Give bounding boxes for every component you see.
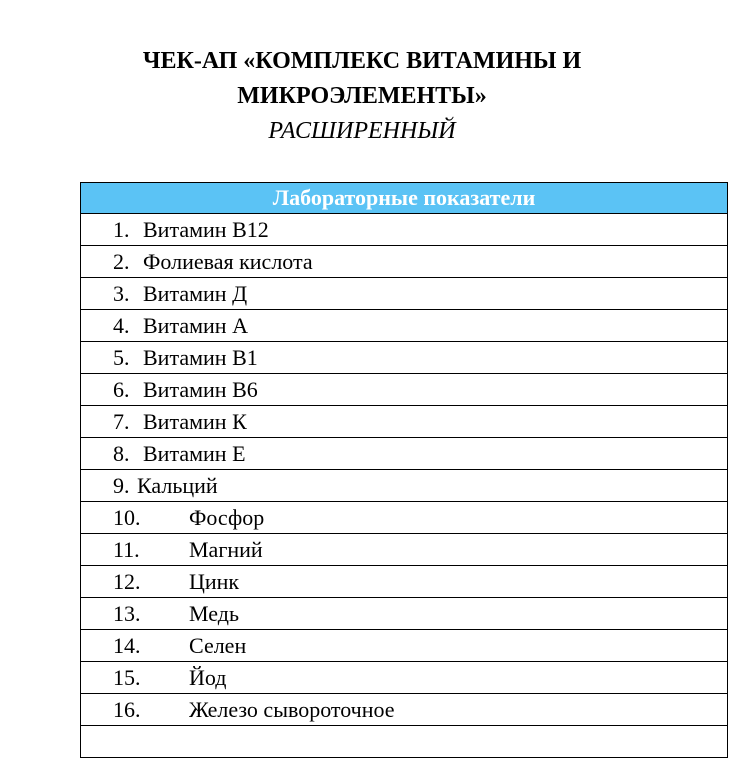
table-row: 5. Витамин В1 (80, 341, 728, 374)
row-label: Витамин Е (143, 441, 246, 466)
table-cell: 9. Кальций (80, 469, 728, 502)
lab-indicators-table: Лабораторные показатели 1. Витамин В12 2. Ф… (80, 182, 728, 758)
row-number: 4. (113, 313, 130, 338)
document-title-line1: ЧЕК-АП «КОМПЛЕКС ВИТАМИНЫ И (142, 48, 582, 74)
table-cell: 8. Витамин Е (80, 437, 728, 470)
table-cell: 1. Витамин В12 (80, 213, 728, 246)
table-cell: 10. Фосфор (80, 501, 728, 534)
table-cell: 16. Железо сывороточное (80, 693, 728, 726)
table-row: 7. Витамин К (80, 405, 728, 438)
row-label: Йод (189, 665, 227, 690)
row-number: 10. (113, 505, 141, 530)
row-number: 15. (113, 665, 141, 690)
table-row: 11. Магний (80, 533, 728, 566)
row-label: Витамин Д (143, 281, 248, 306)
row-number: 2. (113, 249, 130, 274)
row-number: 9. (113, 473, 130, 498)
table-row: 6. Витамин В6 (80, 373, 728, 406)
row-number: 6. (113, 377, 130, 402)
table-row: 4. Витамин А (80, 309, 728, 342)
table-row: 1. Витамин В12 (80, 213, 728, 246)
table-cell: 11. Магний (80, 533, 728, 566)
table-cell: 2. Фолиевая кислота (80, 245, 728, 278)
table-row: 3. Витамин Д (80, 277, 728, 310)
row-label: Селен (189, 633, 247, 658)
document-subtitle: РАСШИРЕННЫЙ (268, 118, 456, 144)
empty-row (80, 725, 728, 758)
row-label: Фолиевая кислота (143, 249, 313, 274)
row-number: 7. (113, 409, 130, 434)
table-cell: 13. Медь (80, 597, 728, 630)
row-number: 12. (113, 569, 141, 594)
empty-cell (80, 725, 728, 758)
row-number: 16. (113, 697, 141, 722)
table-cell: 14. Селен (80, 629, 728, 662)
row-number: 8. (113, 441, 130, 466)
table-header-row: Лабораторные показатели (80, 182, 728, 214)
document-title-line2: МИКРОЭЛЕМЕНТЫ» (237, 83, 487, 109)
row-number: 11. (113, 537, 140, 562)
row-label: Витамин В6 (143, 377, 258, 402)
table-cell: 12. Цинк (80, 565, 728, 598)
row-label: Витамин А (143, 313, 248, 338)
table-cell: 15. Йод (80, 661, 728, 694)
row-label: Фосфор (189, 505, 265, 530)
row-number: 5. (113, 345, 130, 370)
table-cell: 4. Витамин А (80, 309, 728, 342)
table-cell: 5. Витамин В1 (80, 341, 728, 374)
row-label: Витамин К (143, 409, 247, 434)
table-row: 2. Фолиевая кислота (80, 245, 728, 278)
table-row: 16. Железо сывороточное (80, 693, 728, 726)
table-cell: 3. Витамин Д (80, 277, 728, 310)
table-row: 10. Фосфор (80, 501, 728, 534)
row-label: Железо сывороточное (189, 697, 395, 722)
row-label: Витамин В1 (143, 345, 258, 370)
row-number: 13. (113, 601, 141, 626)
table-row: 8. Витамин Е (80, 437, 728, 470)
row-label: Кальций (137, 473, 218, 498)
row-label: Медь (189, 601, 239, 626)
row-label: Цинк (189, 569, 240, 594)
table-row: 13. Медь (80, 597, 728, 630)
table-cell: 7. Витамин К (80, 405, 728, 438)
row-number: 14. (113, 633, 141, 658)
table-row: 15. Йод (80, 661, 728, 694)
table-row: 9. Кальций (80, 469, 728, 502)
row-number: 3. (113, 281, 130, 306)
row-label: Витамин В12 (143, 217, 269, 242)
row-number: 1. (113, 217, 130, 242)
row-label: Магний (189, 537, 263, 562)
table-row: 12. Цинк (80, 565, 728, 598)
table-header: Лабораторные показатели (80, 182, 728, 214)
table-cell: 6. Витамин В6 (80, 373, 728, 406)
table-row: 14. Селен (80, 629, 728, 662)
